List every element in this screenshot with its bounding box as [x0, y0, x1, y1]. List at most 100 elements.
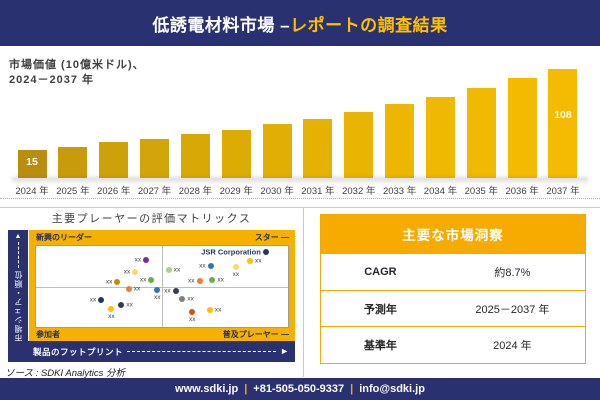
bar-2029 [221, 130, 251, 178]
player-placeholder-label: xx [123, 268, 131, 276]
matrix-dot-blue: xx [154, 286, 160, 301]
matrix-dot-green: xx [209, 276, 224, 283]
footer-separator: | [244, 383, 248, 395]
x-tick-label: 2037 年 [546, 186, 580, 197]
x-tick-label: 2024 年 [15, 186, 49, 197]
bar-value-label: 108 [554, 108, 572, 121]
bar-chart-bars: 15 108 [12, 69, 583, 178]
matrix-dot-gold: xx [206, 306, 221, 313]
insight-value: 2024 年 [493, 340, 532, 353]
player-name-label: JSR Corporation [201, 247, 261, 257]
footer-bar: www.sdki.jp | +81-505-050-9337 | info@sd… [0, 378, 600, 400]
bar-2024: 15 [17, 150, 47, 178]
bar-2031 [303, 119, 333, 178]
arrow-up-icon: ▲ [14, 233, 22, 240]
page-title-main: 低誘電材料市場 – [152, 15, 291, 35]
x-tick-label: 2031 年 [301, 186, 335, 197]
bar-2026 [99, 142, 129, 178]
matrix-dot-orange: xx [125, 285, 140, 292]
matrix-y-axis: ▲ 市場シェア・順位 [8, 230, 28, 342]
quadrant-label-top-right: スター ― [254, 233, 289, 242]
x-tick-label: 2028 年 [178, 186, 213, 197]
player-placeholder-label: xx [187, 295, 194, 303]
quadrant-label-bottom-right: 普及プレーヤー ― [222, 330, 289, 339]
player-placeholder-label: xx [188, 277, 195, 285]
matrix-dot-gray: xx [179, 296, 194, 303]
x-tick-label: 2034 年 [423, 186, 458, 197]
matrix-dot-orange: xx [188, 278, 203, 285]
bar-2037: 108 [548, 69, 578, 178]
dash-decoration: ― [281, 233, 289, 242]
arrow-right-icon: ► [280, 346, 289, 356]
insight-label: 予測年 [363, 303, 397, 316]
footer-website: www.sdki.jp [175, 383, 239, 395]
bar-2032 [344, 112, 374, 178]
player-placeholder-label: xx [217, 276, 224, 284]
player-placeholder-label: xx [164, 287, 171, 295]
player-placeholder-label: xx [126, 301, 133, 309]
matrix-dot-gold: xx [108, 305, 115, 320]
matrix-x-axis: 製品のフットプリント ► [8, 341, 295, 362]
chart-axis-title: 市場価値 (10億米ドル)、 2024－2037 年 [9, 58, 229, 88]
bar-2028 [180, 134, 210, 178]
matrix-dot-pale_yellow: xx [124, 269, 139, 276]
matrix-dot-brown: xx [189, 308, 195, 323]
matrix-dot-purple: xx [135, 257, 150, 264]
matrix-dot-olive: xx [106, 278, 121, 285]
insights-panel-title: 主要な市場洞察 [321, 215, 585, 253]
matrix-dot-gold: xx [246, 258, 261, 265]
section-divider-vertical [303, 208, 304, 377]
x-tick-label: 2029 年 [219, 186, 253, 197]
insight-row-cagr: CAGR 約8.7% [321, 253, 585, 290]
insight-row-base-year: 基準年 2024 年 [321, 326, 585, 363]
chart-axis-title-line2: 2024－2037 年 [9, 73, 94, 86]
player-placeholder-label: xx [214, 306, 222, 313]
footer-separator: | [350, 383, 354, 395]
page-title-accent: レポートの調査結果 [290, 15, 448, 35]
quadrant-label-top-left: 新興のリーダー [36, 233, 92, 242]
insight-label: CAGR [364, 265, 397, 278]
bar-2036 [507, 78, 537, 178]
bar-2027 [140, 139, 170, 178]
player-placeholder-label: xx [133, 285, 141, 293]
footer-phone: +81-505-050-9337 [253, 383, 345, 395]
matrix-dot-light_green: xx [165, 266, 180, 273]
insight-label: 基準年 [363, 340, 397, 353]
bar-2035 [466, 88, 496, 178]
x-tick-label: 2032 年 [342, 186, 376, 197]
matrix-dot-navy: xx [90, 297, 105, 304]
bar-value-label: 15 [26, 155, 38, 168]
chart-axis-title-line1: 市場価値 (10億米ドル)、 [9, 59, 145, 71]
player-placeholder-label: xx [108, 312, 115, 320]
bar-chart-shadow [12, 177, 588, 186]
x-tick-label: 2027 年 [137, 186, 172, 197]
player-placeholder-label: xx [173, 266, 181, 274]
matrix-plot-area: xx xx xx xx JSR Corporation xx xx xx xx xx xx xx xx x… [35, 245, 289, 328]
x-tick-label: 2035 年 [464, 186, 498, 197]
footer-email: info@sdki.jp [359, 383, 425, 395]
player-placeholder-label: xx [134, 256, 142, 264]
matrix-dot-dark: xx [118, 302, 133, 309]
bar-2033 [385, 104, 415, 178]
player-placeholder-label: xx [89, 296, 97, 304]
x-axis-dashed-line [127, 351, 277, 352]
source-note: ソース : SDKI Analytics 分析 [5, 368, 126, 379]
bar-2030 [262, 124, 292, 178]
insights-panel: 主要な市場洞察 CAGR 約8.7% 予測年 2025－2037 年 基準年 2… [320, 214, 586, 364]
dotted-divider [0, 198, 600, 199]
quadrant-divider-horizontal [36, 287, 288, 289]
matrix-dot-dark: xx [164, 288, 179, 295]
matrix-dot-navy: JSR Corporation [201, 248, 269, 257]
player-matrix: ▲ 市場シェア・順位 新興のリーダー スター ― 参加者 普及プレーヤー ― x… [8, 230, 295, 362]
bar-2025 [58, 147, 88, 178]
insight-value: 約8.7% [494, 266, 531, 279]
y-axis-dashed-line [17, 242, 19, 268]
player-placeholder-label: xx [232, 271, 240, 279]
player-placeholder-label: xx [139, 276, 147, 284]
bar-2034 [425, 97, 455, 178]
player-placeholder-label: xx [153, 293, 161, 301]
matrix-dot-green: xx [140, 277, 155, 284]
quadrant-label-bottom-left: 参加者 [36, 330, 60, 339]
matrix-title: 主要プレーヤーの評価マトリックス [51, 213, 252, 225]
